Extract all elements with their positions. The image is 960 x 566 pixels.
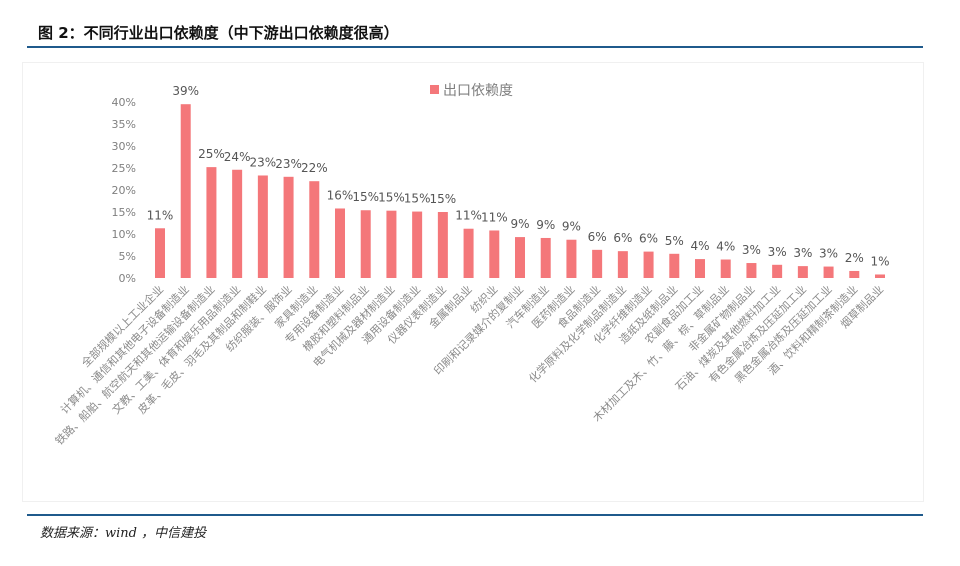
bar	[617, 251, 628, 278]
bar	[335, 208, 345, 278]
y-tick-label: 20%	[112, 184, 136, 197]
source-note: 数据来源：wind ，中信建投	[40, 526, 207, 541]
y-tick-label: 35%	[112, 118, 136, 131]
data-label: 9%	[562, 220, 581, 234]
data-label: 22%	[301, 161, 328, 175]
data-label: 4%	[716, 240, 735, 254]
data-label: 15%	[404, 192, 431, 206]
bar	[592, 249, 603, 278]
footer-rule	[27, 514, 923, 516]
bar	[720, 259, 731, 278]
data-label: 24%	[224, 150, 251, 164]
data-label: 9%	[536, 218, 555, 232]
bar	[463, 228, 474, 278]
bar	[309, 181, 320, 278]
data-label: 3%	[793, 246, 812, 260]
legend-label: 出口依赖度	[443, 83, 513, 99]
legend-swatch	[430, 85, 439, 94]
data-label: 16%	[327, 188, 354, 202]
data-label: 23%	[275, 157, 302, 171]
data-label: 3%	[768, 245, 787, 259]
data-label: 4%	[690, 239, 709, 253]
bar	[797, 266, 808, 278]
bar	[540, 237, 551, 278]
data-label: 2%	[845, 251, 864, 265]
bar	[669, 253, 680, 278]
bar	[566, 239, 577, 278]
data-label: 11%	[481, 210, 508, 224]
data-label: 1%	[870, 254, 889, 268]
data-label: 3%	[819, 247, 838, 261]
data-label: 6%	[639, 232, 658, 246]
data-label: 39%	[172, 84, 199, 98]
bar	[360, 210, 371, 278]
bar	[772, 264, 783, 278]
y-tick-label: 5%	[119, 250, 136, 263]
data-label: 11%	[455, 209, 482, 223]
y-tick-label: 40%	[112, 96, 136, 109]
bar	[180, 104, 191, 278]
y-tick-label: 10%	[112, 228, 136, 241]
bar	[823, 266, 834, 278]
data-label: 9%	[510, 217, 529, 231]
data-label: 3%	[742, 243, 761, 257]
data-label: 5%	[665, 234, 684, 248]
y-tick-label: 25%	[112, 162, 136, 175]
bar	[746, 263, 757, 278]
bar	[875, 274, 885, 278]
bar	[412, 211, 423, 278]
bar	[515, 237, 525, 278]
data-label: 15%	[430, 192, 457, 206]
bar	[643, 251, 654, 278]
data-label: 6%	[613, 231, 632, 245]
bar	[283, 176, 294, 278]
bar	[257, 175, 268, 278]
figure-title: 图 2：不同行业出口依赖度（中下游出口依赖度很高）	[38, 24, 399, 42]
data-label: 15%	[352, 190, 379, 204]
bar	[155, 228, 165, 278]
data-label: 15%	[378, 191, 405, 205]
data-label: 25%	[198, 147, 225, 161]
chart-frame	[22, 62, 924, 502]
bar	[232, 169, 243, 278]
bar	[206, 167, 217, 278]
data-label: 6%	[588, 230, 607, 244]
y-tick-label: 0%	[119, 272, 136, 285]
data-label: 11%	[147, 208, 174, 222]
title-rule	[27, 46, 923, 48]
bar	[849, 270, 860, 278]
bar	[437, 212, 448, 278]
bar	[386, 210, 397, 278]
bar	[489, 230, 500, 278]
data-label: 23%	[250, 155, 277, 169]
y-tick-label: 15%	[112, 206, 136, 219]
y-tick-label: 30%	[112, 140, 136, 153]
bar	[695, 259, 705, 278]
